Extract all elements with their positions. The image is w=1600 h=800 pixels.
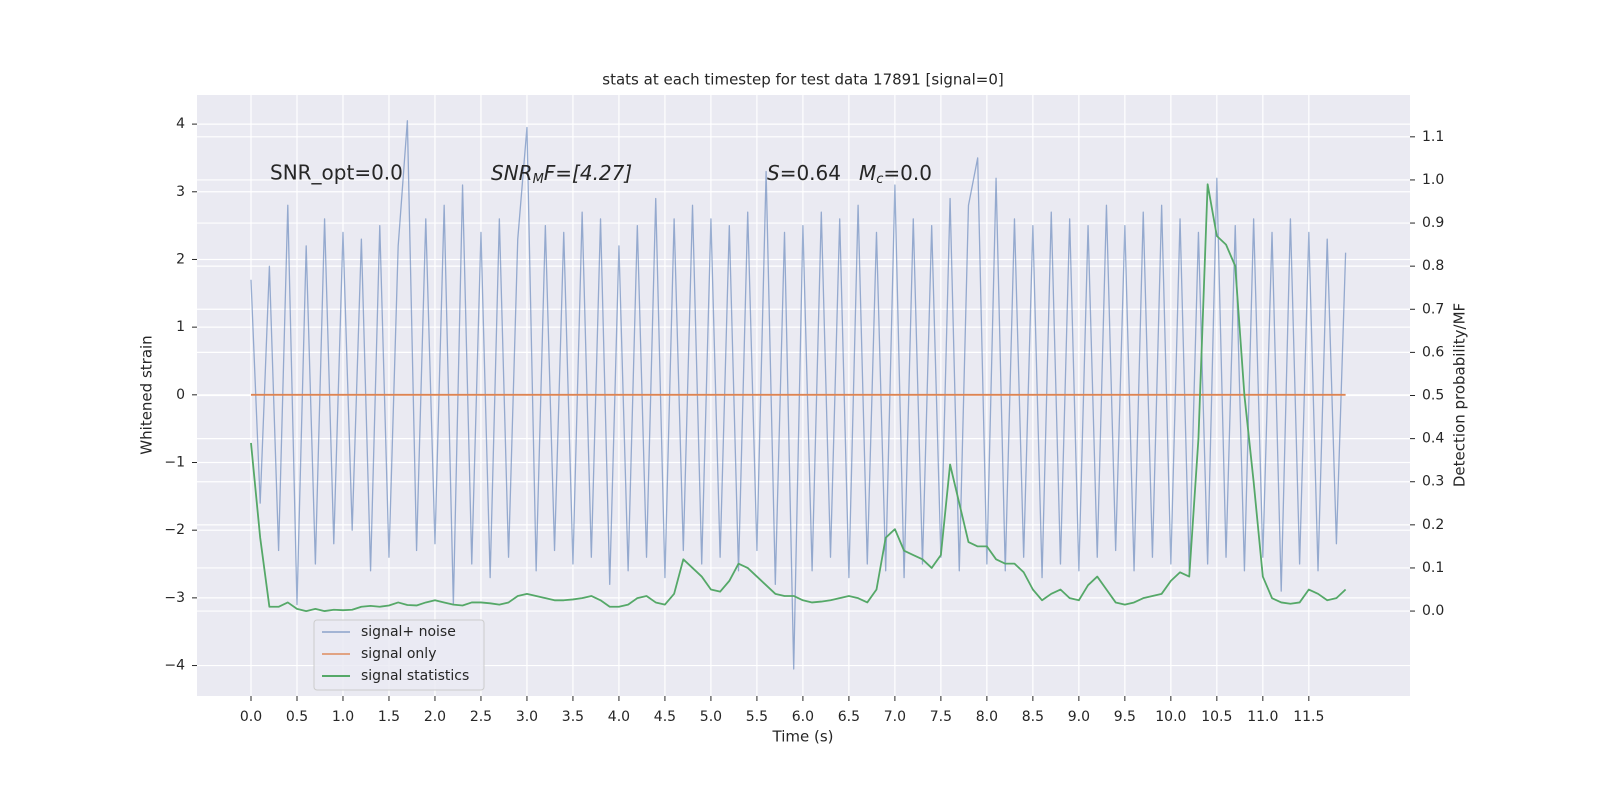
- legend-label: signal only: [361, 646, 436, 662]
- x-tick-label: 9.5: [1114, 709, 1136, 725]
- annotation-part: M: [859, 161, 876, 185]
- legend-label: signal+ noise: [361, 624, 456, 640]
- y2-tick-label: 0.4: [1422, 431, 1444, 447]
- x-tick-label: 9.0: [1068, 709, 1090, 725]
- annotation-part: c: [876, 172, 883, 187]
- y2-tick-label: 0.6: [1422, 344, 1444, 360]
- x-tick-label: 0.5: [286, 709, 308, 725]
- y2-tick-label: 0.3: [1422, 474, 1444, 490]
- marks: [250, 120, 1347, 670]
- annotation-part: F=[4.27]: [544, 161, 632, 185]
- x-tick-label: 11.0: [1247, 709, 1278, 725]
- x-tick-label: 5.5: [746, 709, 768, 725]
- x-tick-label: 4.5: [654, 709, 676, 725]
- y2-tick-label: 0.5: [1422, 388, 1444, 404]
- annotation: SNR_opt=0.0: [270, 161, 403, 185]
- y-axis-label: Whitened strain: [138, 335, 156, 454]
- y-tick-label: −1: [164, 455, 185, 471]
- y-tick-label: −2: [164, 522, 185, 538]
- legend-label: signal statistics: [361, 668, 469, 684]
- annotation-part: =0.64: [780, 161, 841, 185]
- x-tick-label: 0.0: [240, 709, 262, 725]
- x-tick-label: 7.5: [930, 709, 952, 725]
- y2-tick-label: 1.0: [1422, 172, 1444, 188]
- y-tick-label: 1: [176, 319, 185, 335]
- y-tick-label: 0: [176, 387, 185, 403]
- series-line: [250, 120, 1347, 670]
- x-tick-label: 1.0: [332, 709, 354, 725]
- x-tick-label: 1.5: [378, 709, 400, 725]
- y2-tick-label: 0.0: [1422, 603, 1444, 619]
- x-tick-label: 10.5: [1201, 709, 1232, 725]
- x-tick-label: 2.0: [424, 709, 446, 725]
- annotation: S=0.64: [767, 161, 841, 185]
- x-tick-label: 10.0: [1155, 709, 1186, 725]
- legend-box: [313, 619, 485, 691]
- chart-title: stats at each timestep for test data 178…: [602, 71, 1003, 89]
- y-tick-label: −3: [164, 590, 185, 606]
- y-tick-label: −4: [164, 658, 185, 674]
- annotation: SNRMF=[4.27]: [491, 161, 632, 187]
- y2-axis-label: Detection probability/MF: [1451, 303, 1469, 487]
- y2-tick-label: 0.8: [1422, 258, 1444, 274]
- series-line: [250, 183, 1347, 612]
- x-tick-label: 7.0: [884, 709, 906, 725]
- annotation-part: M: [533, 172, 544, 187]
- x-axis-label: Time (s): [772, 728, 834, 746]
- y2-tick-label: 1.1: [1422, 129, 1444, 145]
- x-tick-label: 8.5: [1022, 709, 1044, 725]
- x-tick-label: 3.5: [562, 709, 584, 725]
- x-tick-label: 5.0: [700, 709, 722, 725]
- annotation-part: S: [767, 161, 780, 185]
- x-tick-label: 8.0: [976, 709, 998, 725]
- annotation-part: SNR: [491, 161, 533, 185]
- y-tick-label: 4: [176, 116, 185, 132]
- x-tick-label: 3.0: [516, 709, 538, 725]
- y2-tick-label: 0.2: [1422, 517, 1444, 533]
- annotation-part: =0.0: [883, 161, 932, 185]
- x-tick-label: 2.5: [470, 709, 492, 725]
- x-tick-label: 4.0: [608, 709, 630, 725]
- y2-tick-label: 0.1: [1422, 560, 1444, 576]
- y2-tick-label: 0.9: [1422, 215, 1444, 231]
- y2-tick-label: 0.7: [1422, 301, 1444, 317]
- y-tick-label: 3: [176, 184, 185, 200]
- x-tick-label: 11.5: [1293, 709, 1324, 725]
- y-tick-label: 2: [176, 251, 185, 267]
- legend: signal+ noise signal only signal statistic…: [313, 619, 485, 691]
- x-tick-label: 6.0: [792, 709, 814, 725]
- annotation: Mc=0.0: [859, 161, 932, 187]
- x-tick-label: 6.5: [838, 709, 860, 725]
